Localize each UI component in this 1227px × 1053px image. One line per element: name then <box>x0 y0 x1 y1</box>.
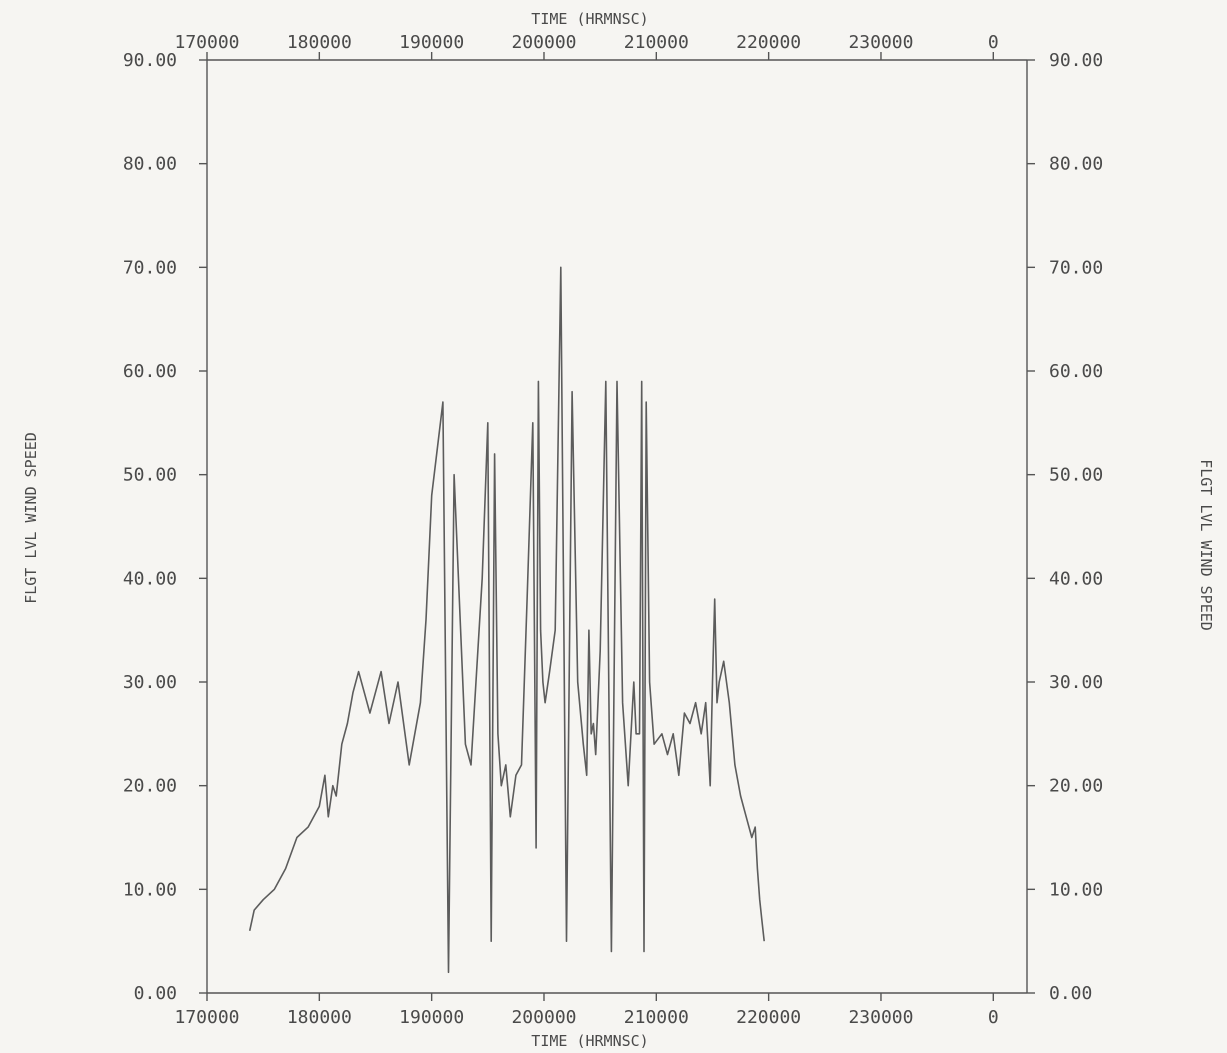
right-y-tick-label: 50.00 <box>1049 465 1103 486</box>
left-y-tick-label: 80.00 <box>123 154 177 175</box>
bottom-x-tick-label: 210000 <box>624 1007 689 1028</box>
top-x-tick-label: 220000 <box>736 32 801 53</box>
bottom-x-tick-label: 0 <box>988 1007 999 1028</box>
right-y-tick-label: 60.00 <box>1049 361 1103 382</box>
bottom-x-tick-label: 200000 <box>511 1007 576 1028</box>
wind-speed-series-line <box>248 266 765 974</box>
left-y-tick-label: 40.00 <box>123 568 177 589</box>
top-x-axis-title: TIME (HRMNSC) <box>531 10 648 28</box>
left-y-tick-label: 30.00 <box>123 672 177 693</box>
left-y-tick-label: 20.00 <box>123 776 177 797</box>
top-x-tick-label: 190000 <box>399 32 464 53</box>
top-x-tick-label: 210000 <box>624 32 689 53</box>
top-x-tick-label: 170000 <box>174 32 239 53</box>
left-y-axis-title: FLGT LVL WIND SPEED <box>22 432 40 604</box>
top-x-tick-label: 200000 <box>511 32 576 53</box>
right-y-axis-title: FLGT LVL WIND SPEED <box>1197 459 1215 631</box>
bottom-x-tick-label: 180000 <box>287 1007 352 1028</box>
bottom-x-tick-label: 230000 <box>848 1007 913 1028</box>
chart-labels: 0.00 0.00 10.00 10.00 20.00 20.00 30.00 30.00 40… <box>123 32 1103 1028</box>
left-y-tick-label: 70.00 <box>123 257 177 278</box>
left-y-tick-label: 0.00 <box>134 983 177 1004</box>
chart-ticks <box>199 52 1035 1001</box>
bottom-x-tick-label: 190000 <box>399 1007 464 1028</box>
left-y-tick-label: 10.00 <box>123 879 177 900</box>
right-y-tick-label: 40.00 <box>1049 568 1103 589</box>
bottom-x-axis-title: TIME (HRMNSC) <box>531 1032 648 1050</box>
top-x-tick-label: 0 <box>988 32 999 53</box>
bottom-x-tick-label: 170000 <box>174 1007 239 1028</box>
right-y-tick-label: 20.00 <box>1049 776 1103 797</box>
right-y-tick-label: 70.00 <box>1049 257 1103 278</box>
right-y-tick-label: 10.00 <box>1049 879 1103 900</box>
right-y-tick-label: 90.00 <box>1049 50 1103 71</box>
left-y-tick-label: 50.00 <box>123 465 177 486</box>
right-y-tick-label: 80.00 <box>1049 154 1103 175</box>
right-y-tick-label: 0.00 <box>1049 983 1092 1004</box>
right-y-tick-label: 30.00 <box>1049 672 1103 693</box>
left-y-tick-label: 60.00 <box>123 361 177 382</box>
bottom-x-tick-label: 220000 <box>736 1007 801 1028</box>
top-x-tick-label: 180000 <box>287 32 352 53</box>
top-x-tick-label: 230000 <box>848 32 913 53</box>
left-y-tick-label: 90.00 <box>123 50 177 71</box>
chart-axes <box>206 59 1028 994</box>
